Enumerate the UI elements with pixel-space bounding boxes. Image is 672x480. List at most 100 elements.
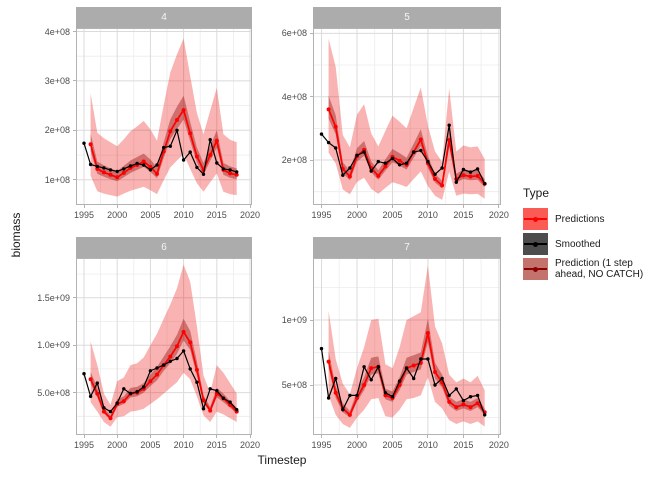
x-tick-mark: [183, 205, 185, 208]
x-axis-title: Timestep: [257, 453, 307, 467]
y-tick-label: 1.5e+09: [37, 292, 70, 303]
facet-strip-7: 7: [313, 237, 501, 258]
x-tick-label: 2010: [173, 440, 194, 450]
x-tick-mark: [321, 435, 322, 438]
ci-ribbon: [90, 38, 237, 197]
x-tick-label: 2005: [140, 440, 161, 450]
y-tick-mark: [73, 297, 76, 299]
x-tick-label: 1995: [311, 440, 332, 450]
facet-panel-6: [76, 258, 252, 435]
y-tick-label: 1e+08: [44, 174, 70, 185]
facet-strip-label: 5: [404, 12, 410, 23]
x-tick-mark: [216, 435, 218, 438]
x-tick-mark: [392, 435, 393, 438]
x-tick-label: 1995: [73, 440, 95, 450]
y-tick-mark: [310, 32, 313, 34]
x-tick-mark: [392, 205, 393, 208]
y-tick-label: 6e+08: [281, 28, 307, 39]
x-tick-mark: [462, 205, 464, 208]
x-tick-label: 1995: [311, 210, 332, 220]
y-tick-label: 1e+09: [281, 315, 307, 325]
y-tick-mark: [310, 96, 313, 98]
x-tick-mark: [462, 435, 464, 438]
legend-key-predictions-swatch: [523, 208, 548, 230]
facet-panel-4: [76, 28, 252, 205]
x-tick-mark: [356, 435, 358, 438]
y-tick-label: 2e+08: [281, 155, 307, 165]
x-tick-label: 2020: [239, 440, 261, 450]
y-tick-mark: [73, 31, 76, 32]
y-tick-label: 1.0e+09: [37, 340, 70, 351]
legend-label: Smoothed: [555, 238, 601, 250]
x-tick-mark: [149, 205, 151, 208]
x-tick-label: 2015: [453, 210, 474, 220]
x-tick-mark: [83, 435, 85, 438]
x-tick-label: 1995: [73, 210, 95, 220]
smoothed-line: [320, 348, 486, 416]
x-tick-mark: [216, 205, 218, 208]
legend-item-prediction-no-catch: Prediction (1 step ahead, NO CATCH): [523, 258, 669, 280]
x-tick-label: 2005: [382, 440, 403, 450]
y-axis-title: biomass: [9, 212, 23, 258]
facet-panel-7: [313, 258, 501, 435]
y-tick-mark: [73, 80, 76, 82]
x-tick-label: 2000: [107, 210, 128, 220]
y-tick-mark: [73, 344, 76, 346]
x-tick-mark: [183, 435, 185, 438]
y-tick-mark: [310, 159, 313, 161]
facet-strip-label: 6: [161, 242, 167, 253]
x-tick-mark: [116, 435, 118, 438]
x-tick-label: 2010: [417, 440, 438, 450]
y-tick-label: 5.0e+08: [37, 387, 70, 398]
legend-label: Predictions: [555, 213, 605, 225]
x-tick-label: 2005: [140, 210, 161, 220]
x-tick-mark: [249, 205, 251, 208]
x-tick-mark: [427, 435, 429, 438]
facet-strip-5: 5: [313, 7, 501, 28]
x-tick-label: 2015: [206, 210, 227, 220]
facet-strip-label: 7: [404, 242, 410, 253]
y-tick-label: 4e+08: [44, 26, 70, 37]
y-tick-mark: [73, 129, 76, 131]
x-tick-label: 2005: [382, 210, 403, 220]
x-tick-label: 2015: [453, 440, 474, 450]
y-tick-mark: [310, 384, 313, 386]
legend-key-smoothed-swatch: [523, 233, 548, 255]
y-tick-label: 5e+08: [281, 380, 307, 390]
y-tick-mark: [73, 179, 76, 181]
x-tick-mark: [427, 205, 429, 208]
y-tick-label: 4e+08: [281, 91, 307, 102]
legend-key-point: [533, 266, 538, 272]
x-tick-label: 2000: [107, 440, 128, 450]
no-catch-ribbon: [90, 318, 237, 421]
x-tick-mark: [83, 205, 85, 208]
ci-ribbon: [90, 264, 237, 427]
x-tick-mark: [321, 205, 322, 208]
y-tick-label: 2e+08: [44, 125, 70, 136]
x-tick-mark: [149, 435, 151, 438]
x-tick-label: 2010: [173, 210, 194, 220]
x-tick-label: 2020: [239, 210, 261, 220]
x-tick-mark: [356, 205, 358, 208]
x-tick-mark: [498, 435, 500, 438]
x-tick-label: 2020: [488, 210, 509, 220]
legend-key-prediction-no-catch-swatch: [523, 258, 548, 280]
legend-key-point: [533, 216, 538, 222]
no-catch-ribbon: [90, 95, 237, 182]
x-tick-mark: [116, 205, 118, 208]
legend: Type Predictions Smoothed Prediction (1 …: [523, 186, 669, 283]
x-tick-mark: [249, 435, 251, 438]
x-tick-label: 2010: [417, 210, 438, 220]
facet-strip-label: 4: [161, 12, 167, 23]
facet-strip-4: 4: [76, 7, 252, 28]
x-tick-label: 2000: [346, 440, 368, 450]
x-tick-mark: [498, 205, 500, 208]
facet-strip-6: 6: [76, 237, 252, 258]
y-tick-mark: [73, 392, 76, 394]
y-tick-label: 3e+08: [44, 75, 70, 86]
legend-item-smoothed: Smoothed: [523, 233, 669, 255]
facet-panel-5: [313, 28, 501, 205]
legend-title: Type: [523, 186, 550, 200]
x-tick-label: 2015: [206, 440, 227, 450]
